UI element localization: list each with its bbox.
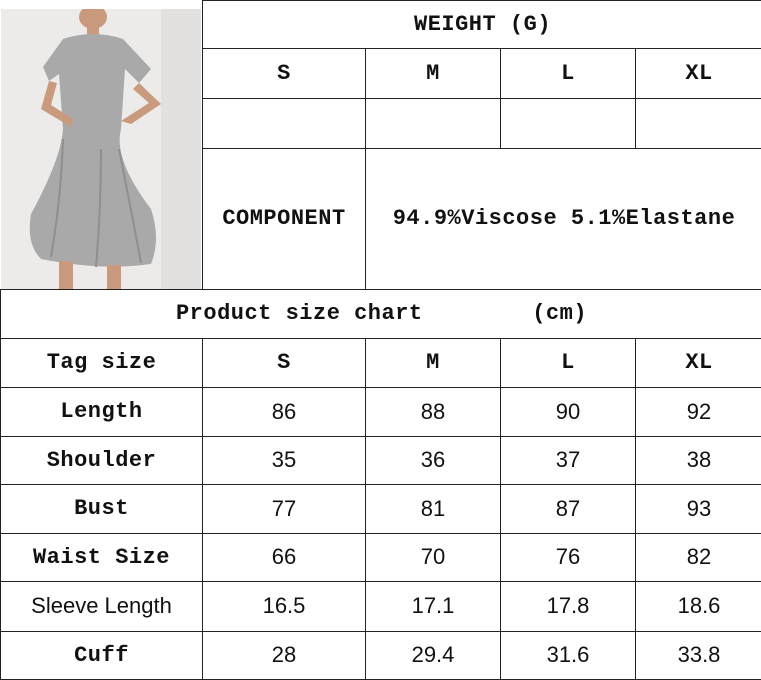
cell-value: 18.6 <box>636 581 761 631</box>
cell-value: 88 <box>366 387 501 436</box>
header-size: M <box>366 338 501 387</box>
cell-value: 17.8 <box>501 581 636 631</box>
cell-value: 82 <box>636 533 761 581</box>
cell-value: 93 <box>636 484 761 533</box>
size-chart-title: Product size chart (cm) <box>1 289 761 338</box>
table-header-row: Tag size S M L XL <box>1 338 761 387</box>
cell-value: 86 <box>203 387 366 436</box>
cell-value: 35 <box>203 436 366 484</box>
cell-value: 76 <box>501 533 636 581</box>
cell-value: 28 <box>203 631 366 679</box>
header-size: XL <box>636 338 761 387</box>
weight-size-s: S <box>203 49 366 99</box>
cell-value: 81 <box>366 484 501 533</box>
component-label: COMPONENT <box>203 149 366 289</box>
cell-value: 33.8 <box>636 631 761 679</box>
cell-value: 87 <box>501 484 636 533</box>
table-row: Bust 77 81 87 93 <box>1 484 761 533</box>
cell-value: 37 <box>501 436 636 484</box>
cell-value: 90 <box>501 387 636 436</box>
table-row: Shoulder 35 36 37 38 <box>1 436 761 484</box>
row-label: Cuff <box>1 631 203 679</box>
cell-value: 66 <box>203 533 366 581</box>
weight-value-s <box>203 99 366 149</box>
tag-size-label: Tag size <box>1 338 203 387</box>
cell-value: 17.1 <box>366 581 501 631</box>
weight-value-m <box>366 99 501 149</box>
weight-value-l <box>501 99 636 149</box>
cell-value: 36 <box>366 436 501 484</box>
cell-value: 77 <box>203 484 366 533</box>
row-label: Waist Size <box>1 533 203 581</box>
table-row: Waist Size 66 70 76 82 <box>1 533 761 581</box>
weight-header: WEIGHT (G) <box>203 1 761 49</box>
dress-image <box>1 9 201 289</box>
row-label: Bust <box>1 484 203 533</box>
table-row: Sleeve Length 16.5 17.1 17.8 18.6 <box>1 581 761 631</box>
cell-value: 29.4 <box>366 631 501 679</box>
row-label: Sleeve Length <box>1 581 203 631</box>
row-label: Length <box>1 387 203 436</box>
cell-value: 38 <box>636 436 761 484</box>
product-photo <box>1 1 203 290</box>
cell-value: 31.6 <box>501 631 636 679</box>
table-row: Length 86 88 90 92 <box>1 387 761 436</box>
header-size: L <box>501 338 636 387</box>
cell-value: 70 <box>366 533 501 581</box>
cell-value: 16.5 <box>203 581 366 631</box>
weight-value-xl <box>636 99 761 149</box>
cell-value: 92 <box>636 387 761 436</box>
weight-size-m: M <box>366 49 501 99</box>
weight-size-l: L <box>501 49 636 99</box>
weight-size-xl: XL <box>636 49 761 99</box>
table-row: Cuff 28 29.4 31.6 33.8 <box>1 631 761 679</box>
row-label: Shoulder <box>1 436 203 484</box>
component-value: 94.9%Viscose 5.1%Elastane <box>366 149 761 289</box>
header-size: S <box>203 338 366 387</box>
